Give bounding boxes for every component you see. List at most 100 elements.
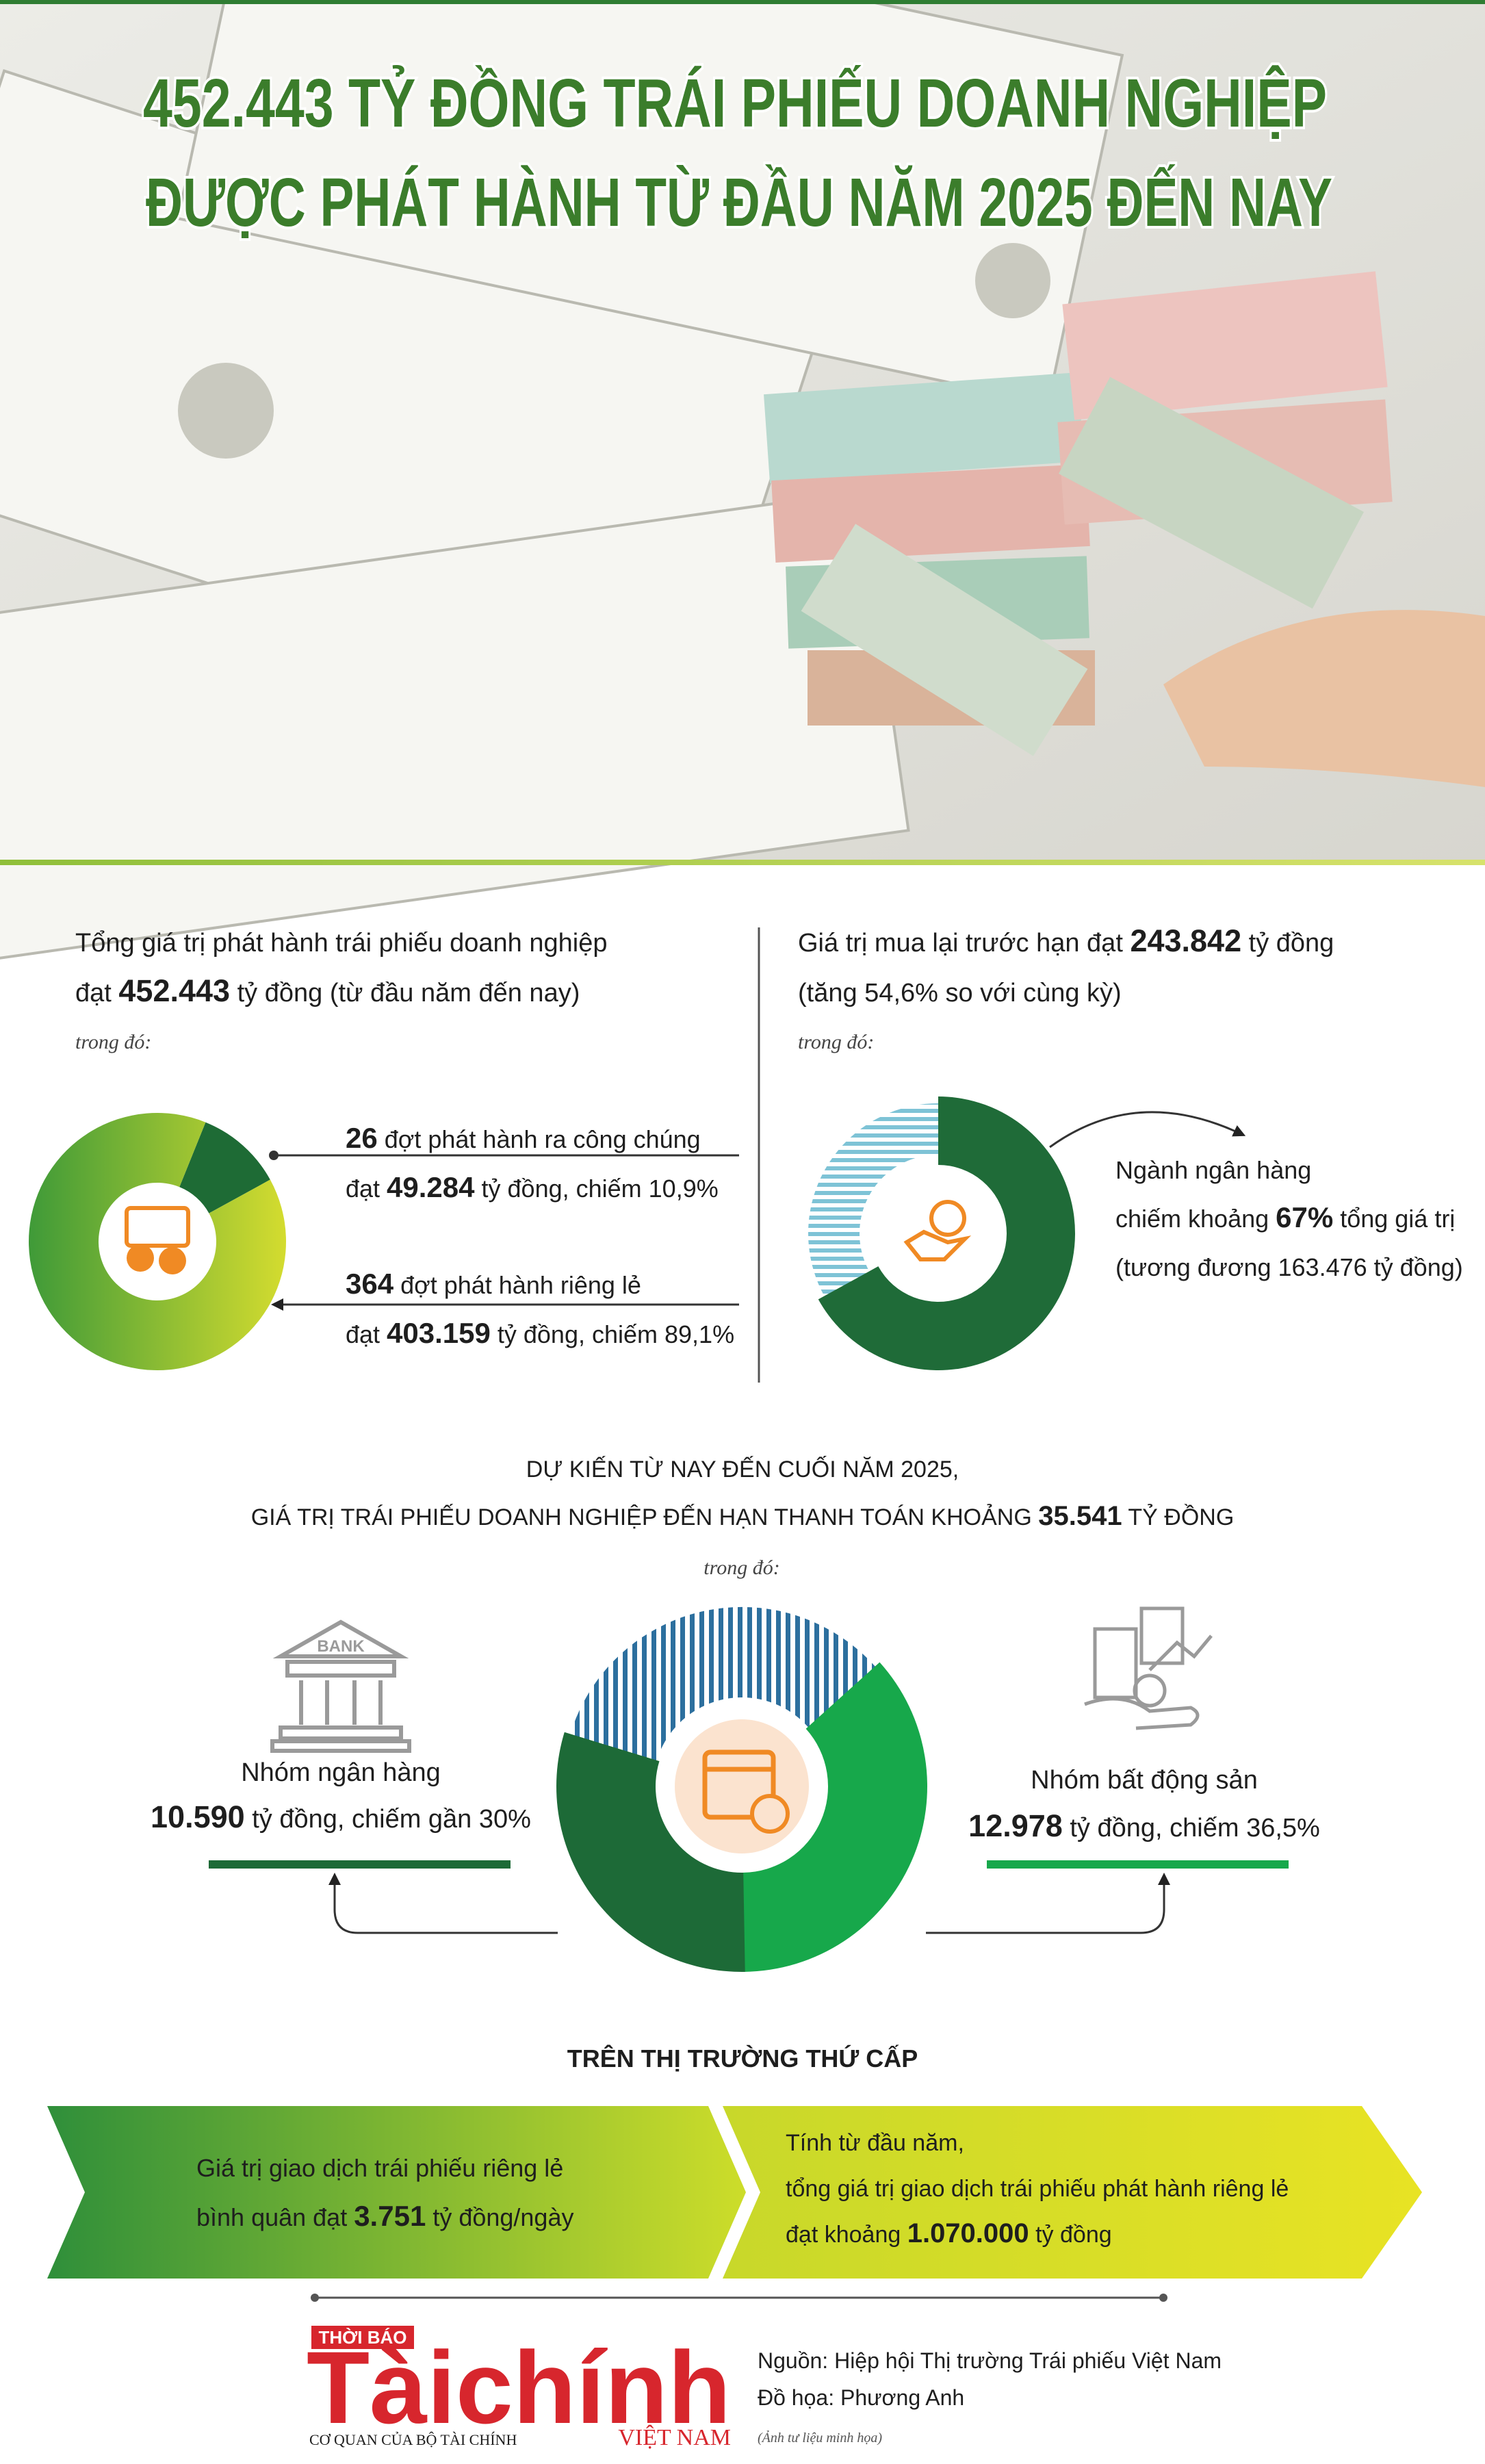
- text-run: đạt: [75, 979, 118, 1008]
- text-line: Giá trị giao dịch trái phiếu riêng lẻ: [196, 2154, 563, 2182]
- text-run: đợt phát hành riêng lẻ: [393, 1271, 641, 1299]
- text-line: đạt khoảng 1.070.000 tỷ đồng: [786, 2218, 1112, 2248]
- text-run: tỷ đồng, chiếm: [491, 1320, 664, 1348]
- donut-slice: [28, 1113, 286, 1370]
- connector: [328, 1873, 1170, 1934]
- text-line: 364 đợt phát hành riêng lẻ: [346, 1268, 641, 1300]
- text-run: tỷ đồng/ngày: [426, 2203, 573, 2231]
- text-run: tổng giá trị: [1333, 1205, 1455, 1233]
- icon: [159, 1247, 186, 1274]
- donut-slice: [556, 1732, 745, 1972]
- text-line: Ngành ngân hàng: [1115, 1156, 1311, 1184]
- text-run: tỷ đồng: [1241, 929, 1334, 958]
- text-line: 10.590 tỷ đồng, chiếm gần 30%: [151, 1799, 531, 1834]
- text-line: đạt 452.443 tỷ đồng (từ đầu năm đến nay): [75, 973, 580, 1008]
- connector: [271, 1111, 1246, 1311]
- donut-slice: [742, 1662, 927, 1972]
- logo-name: Tàichính: [307, 2330, 731, 2445]
- text-run: Giá trị mua lại trước hạn đạt: [798, 929, 1130, 958]
- text-run: Tổng giá trị phát hành trái phiếu doanh …: [75, 929, 607, 958]
- logo-top: THỜI BÁO: [318, 2327, 406, 2348]
- highlight: 403.159: [387, 1317, 491, 1349]
- highlight: 26: [346, 1122, 378, 1154]
- text-run: Nhóm bất động sản: [1031, 1766, 1258, 1795]
- highlight: 12.978: [968, 1808, 1063, 1843]
- divider-dot: [311, 2294, 319, 2302]
- real-estate-icon: [1084, 1606, 1213, 1730]
- text-line: Nhóm bất động sản: [1031, 1766, 1258, 1795]
- text-line: DỰ KIẾN TỪ NAY ĐẾN CUỐI NĂM 2025,: [526, 1456, 959, 1483]
- text-run: DỰ KIẾN TỪ NAY ĐẾN CUỐI NĂM 2025,: [526, 1456, 959, 1483]
- logo-box: [311, 2326, 414, 2349]
- text-run: đạt: [346, 1320, 387, 1348]
- icon: [702, 1749, 776, 1820]
- connector-dot: [269, 1151, 279, 1160]
- title: ĐƯỢC PHÁT HÀNH TỪ ĐẦU NĂM 2025 ĐẾN NAY: [146, 164, 1332, 241]
- icon: [125, 1206, 190, 1248]
- text-run: Tính từ đầu năm,: [786, 2130, 964, 2156]
- highlight: 67%: [1276, 1201, 1333, 1233]
- text-run: GIÁ TRỊ TRÁI PHIẾU DOANH NGHIỆP ĐẾN HẠN …: [251, 1504, 1039, 1530]
- text-run: tổng giá trị giao dịch trái phiếu phát h…: [786, 2176, 1289, 2202]
- title: 452.443 TỶ ĐỒNG TRÁI PHIẾU DOANH NGHIỆP: [143, 65, 1327, 142]
- icon: [903, 1229, 972, 1261]
- text-line: chiếm khoảng 67% tổng giá trị: [1115, 1201, 1455, 1233]
- divider-dot: [1159, 2294, 1167, 2302]
- text-line: 12.978 tỷ đồng, chiếm 36,5%: [968, 1808, 1320, 1843]
- text-run: bình quân đạt: [196, 2203, 354, 2231]
- chevron: [47, 2106, 746, 2279]
- real-estate-bar: [987, 1860, 1289, 1869]
- note: trong đó:: [703, 1556, 779, 1579]
- text-run: Giá trị giao dịch trái phiếu riêng lẻ: [196, 2154, 563, 2182]
- highlight: 10.590: [151, 1799, 245, 1834]
- header-photo: [0, 0, 1485, 975]
- text-line: tổng giá trị giao dịch trái phiếu phát h…: [786, 2176, 1289, 2202]
- bank-icon-label: BANK: [317, 1637, 365, 1656]
- icon: [127, 1244, 154, 1272]
- text-line: bình quân đạt 3.751 tỷ đồng/ngày: [196, 2200, 573, 2232]
- text-run: đợt phát hành ra công chúng: [378, 1125, 701, 1153]
- highlight: 364: [346, 1268, 394, 1300]
- donut-slice: [179, 1122, 270, 1214]
- highlight: 243.842: [1130, 923, 1241, 958]
- text-run: tỷ đồng, chiếm: [1063, 1814, 1246, 1843]
- text-line: đạt 49.284 tỷ đồng, chiếm 10,9%: [346, 1171, 719, 1203]
- note: trong đó:: [798, 1031, 874, 1053]
- text-line: Tính từ đầu năm,: [786, 2130, 964, 2156]
- text-run: 30%: [479, 1805, 531, 1834]
- text-line: Nhóm ngân hàng: [241, 1758, 441, 1787]
- text-line: GIÁ TRỊ TRÁI PHIẾU DOANH NGHIỆP ĐẾN HẠN …: [251, 1501, 1235, 1531]
- icon: [750, 1794, 790, 1834]
- text-run: đạt khoảng: [786, 2222, 907, 2248]
- text-run: TỶ ĐỒNG: [1122, 1504, 1235, 1530]
- text-run: Nhóm ngân hàng: [241, 1758, 441, 1787]
- text-run: Ngành ngân hàng: [1115, 1156, 1311, 1184]
- text-run: (tăng 54,6% so với cùng kỳ): [798, 979, 1122, 1008]
- text-run: đạt: [346, 1175, 387, 1203]
- icon: [929, 1200, 966, 1237]
- text-run: tỷ đồng (từ đầu năm đến nay): [230, 979, 580, 1008]
- highlight: 1.070.000: [907, 2218, 1029, 2248]
- text-line: 26 đợt phát hành ra công chúng: [346, 1122, 701, 1154]
- text-run: 10,9%: [649, 1175, 719, 1203]
- donuts: [28, 1096, 1075, 1972]
- highlight: 49.284: [387, 1171, 475, 1203]
- highlight: 452.443: [118, 973, 230, 1008]
- highlight: 3.751: [354, 2200, 426, 2232]
- donut-slice: [818, 1096, 1075, 1370]
- text-run: 36,5%: [1246, 1814, 1320, 1843]
- text-run: 89,1%: [664, 1320, 734, 1348]
- photo-note: (Ảnh tư liệu minh họa): [758, 2430, 882, 2446]
- highlight: 35.541: [1038, 1501, 1122, 1531]
- text-run: tỷ đồng, chiếm: [475, 1175, 649, 1203]
- text-run: tỷ đồng, chiếm gần: [245, 1805, 479, 1834]
- center-icons: [109, 1192, 979, 1853]
- icon-bg: [675, 1719, 809, 1853]
- section-heading: TRÊN THỊ TRƯỜNG THỨ CẤP: [567, 2044, 918, 2072]
- text-run: (tương đương 163.476 tỷ đồng): [1115, 1253, 1463, 1281]
- chevron: [723, 2106, 1422, 2279]
- text-run: tỷ đồng: [1029, 2222, 1112, 2248]
- text-line: (tương đương 163.476 tỷ đồng): [1115, 1253, 1463, 1281]
- source: Nguồn: Hiệp hội Thị trường Trái phiếu Vi…: [758, 2348, 1222, 2373]
